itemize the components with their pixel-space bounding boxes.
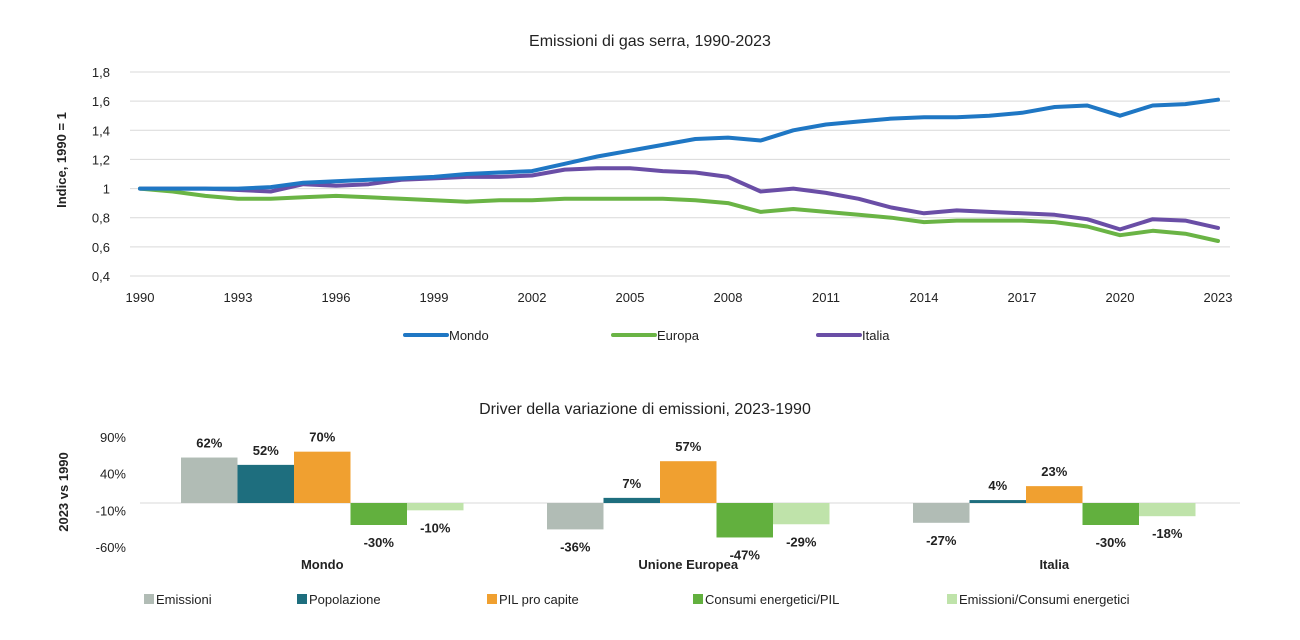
- bar-popolazione-mondo: [237, 464, 294, 503]
- bar-pil-pro-capite-mondo: [294, 451, 351, 503]
- x-tick-label: 1990: [126, 290, 155, 305]
- y-tick-label: 0,4: [92, 269, 110, 284]
- x-tick-label: 2014: [910, 290, 939, 305]
- x-tick-label: 2005: [616, 290, 645, 305]
- legend-label-popolazione: Popolazione: [309, 592, 381, 607]
- data-label: 52%: [253, 443, 279, 458]
- line-chart-legend: Mondo Europa Italia: [403, 328, 890, 343]
- line-chart-series: [138, 97, 1220, 243]
- y-tick-label: 0,8: [92, 211, 110, 226]
- data-label: -30%: [1096, 535, 1127, 550]
- data-label: -27%: [926, 533, 957, 548]
- x-tick-label: 2002: [518, 290, 547, 305]
- category-label-unione-europea: Unione Europea: [638, 557, 738, 572]
- bar-pil-pro-capite-unione-europea: [660, 461, 717, 503]
- legend-label-consumi-energetici-pil: Consumi energetici/PIL: [705, 592, 839, 607]
- legend-label-mondo: Mondo: [449, 328, 489, 343]
- line-chart-title: Emissioni di gas serra, 1990-2023: [529, 33, 771, 50]
- data-label: 7%: [622, 476, 641, 491]
- data-label: 57%: [675, 439, 701, 454]
- legend-swatch-emissioni-consumi-energetici: [947, 594, 957, 604]
- x-tick-label: 2011: [812, 290, 840, 305]
- y-tick-label: 1,8: [92, 65, 110, 80]
- y-tick-label: 0,6: [92, 240, 110, 255]
- legend-label-emissioni: Emissioni: [156, 592, 212, 607]
- y-tick-label: 1,4: [92, 123, 110, 138]
- y-tick-label: -60%: [96, 540, 127, 555]
- bar-chart-data-labels: 62% 52% 70% -30% -10% -36% 7% 57% -47% -29% -27% 4%…: [196, 430, 1183, 563]
- bar-emissioni-consumi-energetici-italia: [1139, 503, 1196, 517]
- x-tick-label: 2020: [1106, 290, 1135, 305]
- series-line-italia: [138, 166, 1220, 232]
- legend-swatch-emissioni: [144, 594, 154, 604]
- line-chart-grid: [130, 71, 1230, 277]
- bar-chart-bars: [181, 451, 1196, 538]
- x-tick-label: 2008: [714, 290, 743, 305]
- bar-popolazione-unione-europea: [603, 497, 660, 503]
- x-tick-label: 1999: [420, 290, 449, 305]
- legend-label-emissioni-consumi-energetici: Emissioni/Consumi energetici: [959, 592, 1130, 607]
- data-label: 62%: [196, 436, 222, 451]
- data-label: 4%: [988, 478, 1007, 493]
- y-tick-label: 1,2: [92, 152, 110, 167]
- y-tick-label: 1,6: [92, 94, 110, 109]
- data-label: -29%: [786, 534, 817, 549]
- y-tick-label: 40%: [100, 467, 126, 482]
- bar-emissioni-consumi-energetici-unione-europea: [773, 503, 830, 525]
- data-label: -47%: [730, 547, 761, 562]
- category-label-mondo: Mondo: [301, 557, 344, 572]
- legend-label-pil-pro-capite: PIL pro capite: [499, 592, 579, 607]
- x-tick-label: 1993: [224, 290, 253, 305]
- bar-emissioni-mondo: [181, 457, 238, 503]
- bar-emissioni-unione-europea: [547, 503, 604, 530]
- series-line-mondo: [138, 97, 1220, 191]
- bar-chart-legend: Emissioni Popolazione PIL pro capite Consum…: [144, 592, 1130, 607]
- legend-swatch-pil-pro-capite: [487, 594, 497, 604]
- line-chart-ylabel: Indice, 1990 = 1: [54, 112, 69, 208]
- bar-chart-ylabel: 2023 vs 1990: [56, 452, 71, 532]
- bar-chart-title: Driver della variazione di emissioni, 20…: [479, 401, 811, 418]
- data-label: -18%: [1152, 526, 1183, 541]
- bar-chart-category-labels: Mondo Unione Europea Italia: [301, 557, 1070, 572]
- x-tick-label: 2017: [1008, 290, 1037, 305]
- y-tick-label: -10%: [96, 503, 127, 518]
- line-chart-yticks: 0,4 0,6 0,8 1 1,2 1,4 1,6 1,8: [92, 65, 110, 284]
- data-label: -10%: [420, 520, 451, 535]
- legend-label-europa: Europa: [657, 328, 700, 343]
- x-tick-label: 2023: [1204, 290, 1233, 305]
- data-label: -30%: [364, 535, 395, 550]
- data-label: 23%: [1041, 464, 1067, 479]
- legend-swatch-popolazione: [297, 594, 307, 604]
- bar-emissioni-italia: [913, 503, 970, 523]
- legend-label-italia: Italia: [862, 328, 890, 343]
- line-chart-xticks: 1990 1993 1996 1999 2002 2005 2008 2011 2014 2017…: [126, 290, 1233, 305]
- series-line-europa: [138, 186, 1220, 243]
- y-tick-label: 1: [103, 182, 110, 197]
- category-label-italia: Italia: [1039, 557, 1069, 572]
- bar-consumi-energetici-pil-unione-europea: [716, 503, 773, 538]
- bar-emissioni-consumi-energetici-mondo: [407, 503, 464, 511]
- data-label: -36%: [560, 539, 591, 554]
- x-tick-label: 1996: [322, 290, 351, 305]
- bar-consumi-energetici-pil-mondo: [350, 503, 407, 525]
- data-label: 70%: [309, 430, 335, 445]
- legend-swatch-consumi-energetici-pil: [693, 594, 703, 604]
- y-tick-label: 90%: [100, 430, 126, 445]
- bar-pil-pro-capite-italia: [1026, 486, 1083, 503]
- bar-popolazione-italia: [969, 500, 1026, 503]
- bar-consumi-energetici-pil-italia: [1082, 503, 1139, 525]
